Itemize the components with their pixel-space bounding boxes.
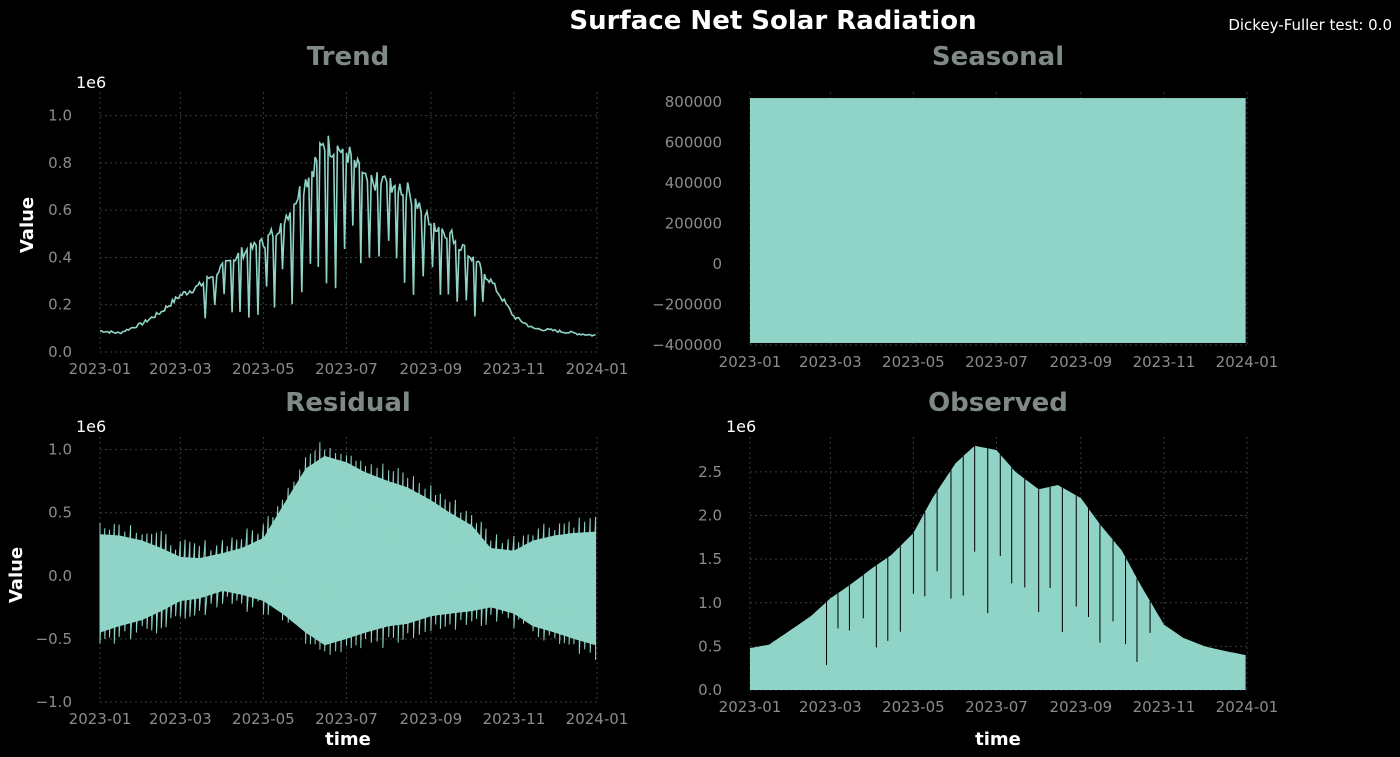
y-tick-label: 1.0	[48, 107, 72, 125]
x-tick-label: 2023-05	[232, 360, 295, 378]
plot-area-residual: 2023-01 2023-03 2023-05 2023-07 2023-09 2023-…	[36, 437, 629, 728]
subplot-title-residual: Residual	[285, 388, 411, 418]
x-tick-label: 2023-01	[719, 698, 782, 716]
y-tick-label: −1.0	[36, 693, 72, 711]
figure-title: Surface Net Solar Radiation	[569, 6, 976, 36]
x-tick-label: 2024-01	[566, 360, 629, 378]
x-tick-label: 2024-01	[566, 710, 629, 728]
plot-area-observed: 2023-01 2023-03 2023-05 2023-07 2023-09 2023-…	[698, 437, 1278, 716]
y-tick-label: 600000	[665, 134, 722, 152]
y-tick-label: 0.0	[48, 343, 72, 361]
x-tick-label: 2023-03	[149, 710, 212, 728]
ylabel-trend: Value	[17, 197, 38, 253]
x-tick-label: 2023-09	[1050, 698, 1113, 716]
x-tick-label: 2023-11	[483, 360, 546, 378]
subplot-title-observed: Observed	[928, 388, 1068, 418]
y-tick-label: 0.0	[48, 567, 72, 585]
subplot-trend: Trend 1e6 Value 2023-01 2023-03 2023-05 202…	[17, 42, 628, 378]
x-tick-label: 2023-01	[719, 353, 782, 371]
x-tick-label: 2023-11	[483, 710, 546, 728]
y-tick-label: −400000	[652, 336, 722, 354]
subplot-title-trend: Trend	[307, 42, 389, 72]
y-tick-label: 0.0	[698, 681, 722, 699]
y-tick-label: 200000	[665, 215, 722, 233]
y-tick-label: 2.0	[698, 507, 722, 525]
x-tick-label: 2023-11	[1133, 353, 1196, 371]
trend-series-line	[100, 135, 596, 337]
x-tick-label: 2023-07	[315, 360, 378, 378]
subplot-residual: Residual 1e6 Value time 2023-01 2023-03 20…	[6, 388, 628, 750]
x-tick-label: 2023-07	[965, 353, 1028, 371]
y-tick-label: 1.5	[698, 550, 722, 568]
ylabel-residual: Value	[6, 547, 27, 603]
xlabel-residual: time	[325, 729, 371, 750]
y-tick-label: 400000	[665, 174, 722, 192]
offset-text-residual: 1e6	[76, 417, 106, 436]
x-tick-label: 2023-07	[965, 698, 1028, 716]
x-tick-label: 2023-11	[1133, 698, 1196, 716]
dickey-fuller-annotation: Dickey-Fuller test: 0.0	[1228, 16, 1392, 34]
x-tick-label: 2023-09	[1050, 353, 1113, 371]
subplot-title-seasonal: Seasonal	[932, 42, 1064, 72]
x-tick-label: 2023-07	[315, 710, 378, 728]
y-tick-label: 0	[712, 255, 722, 273]
y-tick-label: 0.6	[48, 201, 72, 219]
residual-series-spikes	[99, 442, 597, 660]
offset-text-observed: 1e6	[726, 417, 756, 436]
y-tick-label: 800000	[665, 93, 722, 111]
x-tick-label: 2023-03	[799, 353, 862, 371]
x-tick-label: 2023-05	[882, 698, 945, 716]
x-tick-label: 2024-01	[1216, 698, 1279, 716]
x-tick-label: 2023-05	[882, 353, 945, 371]
x-tick-label: 2024-01	[1216, 353, 1279, 371]
x-tick-label: 2023-01	[69, 360, 132, 378]
y-tick-label: 1.0	[698, 594, 722, 612]
x-tick-label: 2023-01	[69, 710, 132, 728]
y-tick-label: 1.0	[48, 441, 72, 459]
y-tick-label: 0.4	[48, 248, 72, 266]
x-tick-label: 2023-03	[149, 360, 212, 378]
y-tick-label: −0.5	[36, 630, 72, 648]
y-tick-label: −200000	[652, 296, 722, 314]
y-tick-label: 0.5	[698, 637, 722, 655]
x-tick-label: 2023-05	[232, 710, 295, 728]
x-tick-label: 2023-03	[799, 698, 862, 716]
y-tick-label: 0.5	[48, 504, 72, 522]
x-tick-label: 2023-09	[400, 710, 463, 728]
xlabel-observed: time	[975, 729, 1021, 750]
y-tick-label: 2.5	[698, 463, 722, 481]
subplot-observed: Observed 1e6 time 2023-01 2023-03 2023-05 2…	[698, 388, 1278, 750]
y-tick-label: 0.8	[48, 154, 72, 172]
subplot-seasonal: Seasonal 2023-01 2023-03 2023-05 2023-07 202…	[652, 42, 1278, 371]
plot-area-seasonal: 2023-01 2023-03 2023-05 2023-07 2023-09 2023-…	[652, 92, 1278, 371]
seasonal-series-band	[750, 98, 1246, 343]
plot-area-trend: 2023-01 2023-03 2023-05 2023-07 2023-09 2023-…	[48, 92, 628, 378]
offset-text-trend: 1e6	[76, 73, 106, 92]
x-tick-label: 2023-09	[400, 360, 463, 378]
y-tick-label: 0.2	[48, 296, 72, 314]
observed-series-area	[750, 445, 1246, 690]
